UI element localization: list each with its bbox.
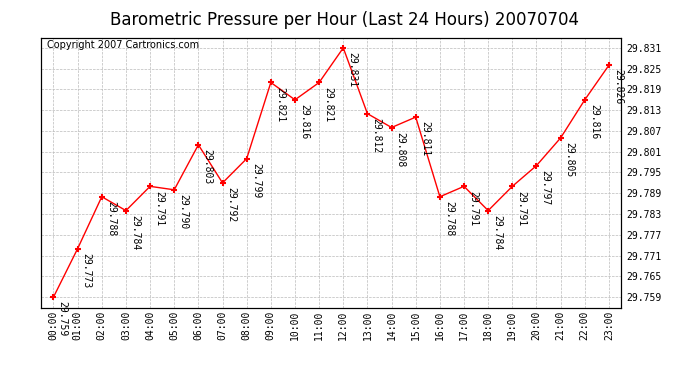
Text: 29.788: 29.788: [444, 201, 454, 236]
Text: 29.826: 29.826: [613, 69, 623, 105]
Text: 29.788: 29.788: [106, 201, 116, 236]
Text: 29.816: 29.816: [589, 104, 599, 139]
Text: 29.808: 29.808: [396, 132, 406, 167]
Text: 29.784: 29.784: [493, 215, 502, 250]
Text: 29.790: 29.790: [179, 194, 188, 229]
Text: 29.821: 29.821: [275, 87, 285, 122]
Text: 29.821: 29.821: [324, 87, 333, 122]
Text: 29.773: 29.773: [82, 253, 92, 288]
Text: 29.784: 29.784: [130, 215, 140, 250]
Text: 29.791: 29.791: [517, 190, 526, 226]
Text: 29.791: 29.791: [155, 190, 164, 226]
Text: Copyright 2007 Cartronics.com: Copyright 2007 Cartronics.com: [47, 40, 199, 50]
Text: 29.816: 29.816: [299, 104, 309, 139]
Text: 29.797: 29.797: [541, 170, 551, 205]
Text: 29.792: 29.792: [227, 187, 237, 222]
Text: 29.805: 29.805: [565, 142, 575, 177]
Text: 29.791: 29.791: [469, 190, 478, 226]
Text: 29.759: 29.759: [58, 301, 68, 336]
Text: Barometric Pressure per Hour (Last 24 Hours) 20070704: Barometric Pressure per Hour (Last 24 Ho…: [110, 11, 580, 29]
Text: 29.812: 29.812: [372, 118, 382, 153]
Text: 29.831: 29.831: [348, 52, 357, 87]
Text: 29.811: 29.811: [420, 121, 430, 156]
Text: 29.803: 29.803: [203, 149, 213, 184]
Text: 29.799: 29.799: [251, 163, 261, 198]
